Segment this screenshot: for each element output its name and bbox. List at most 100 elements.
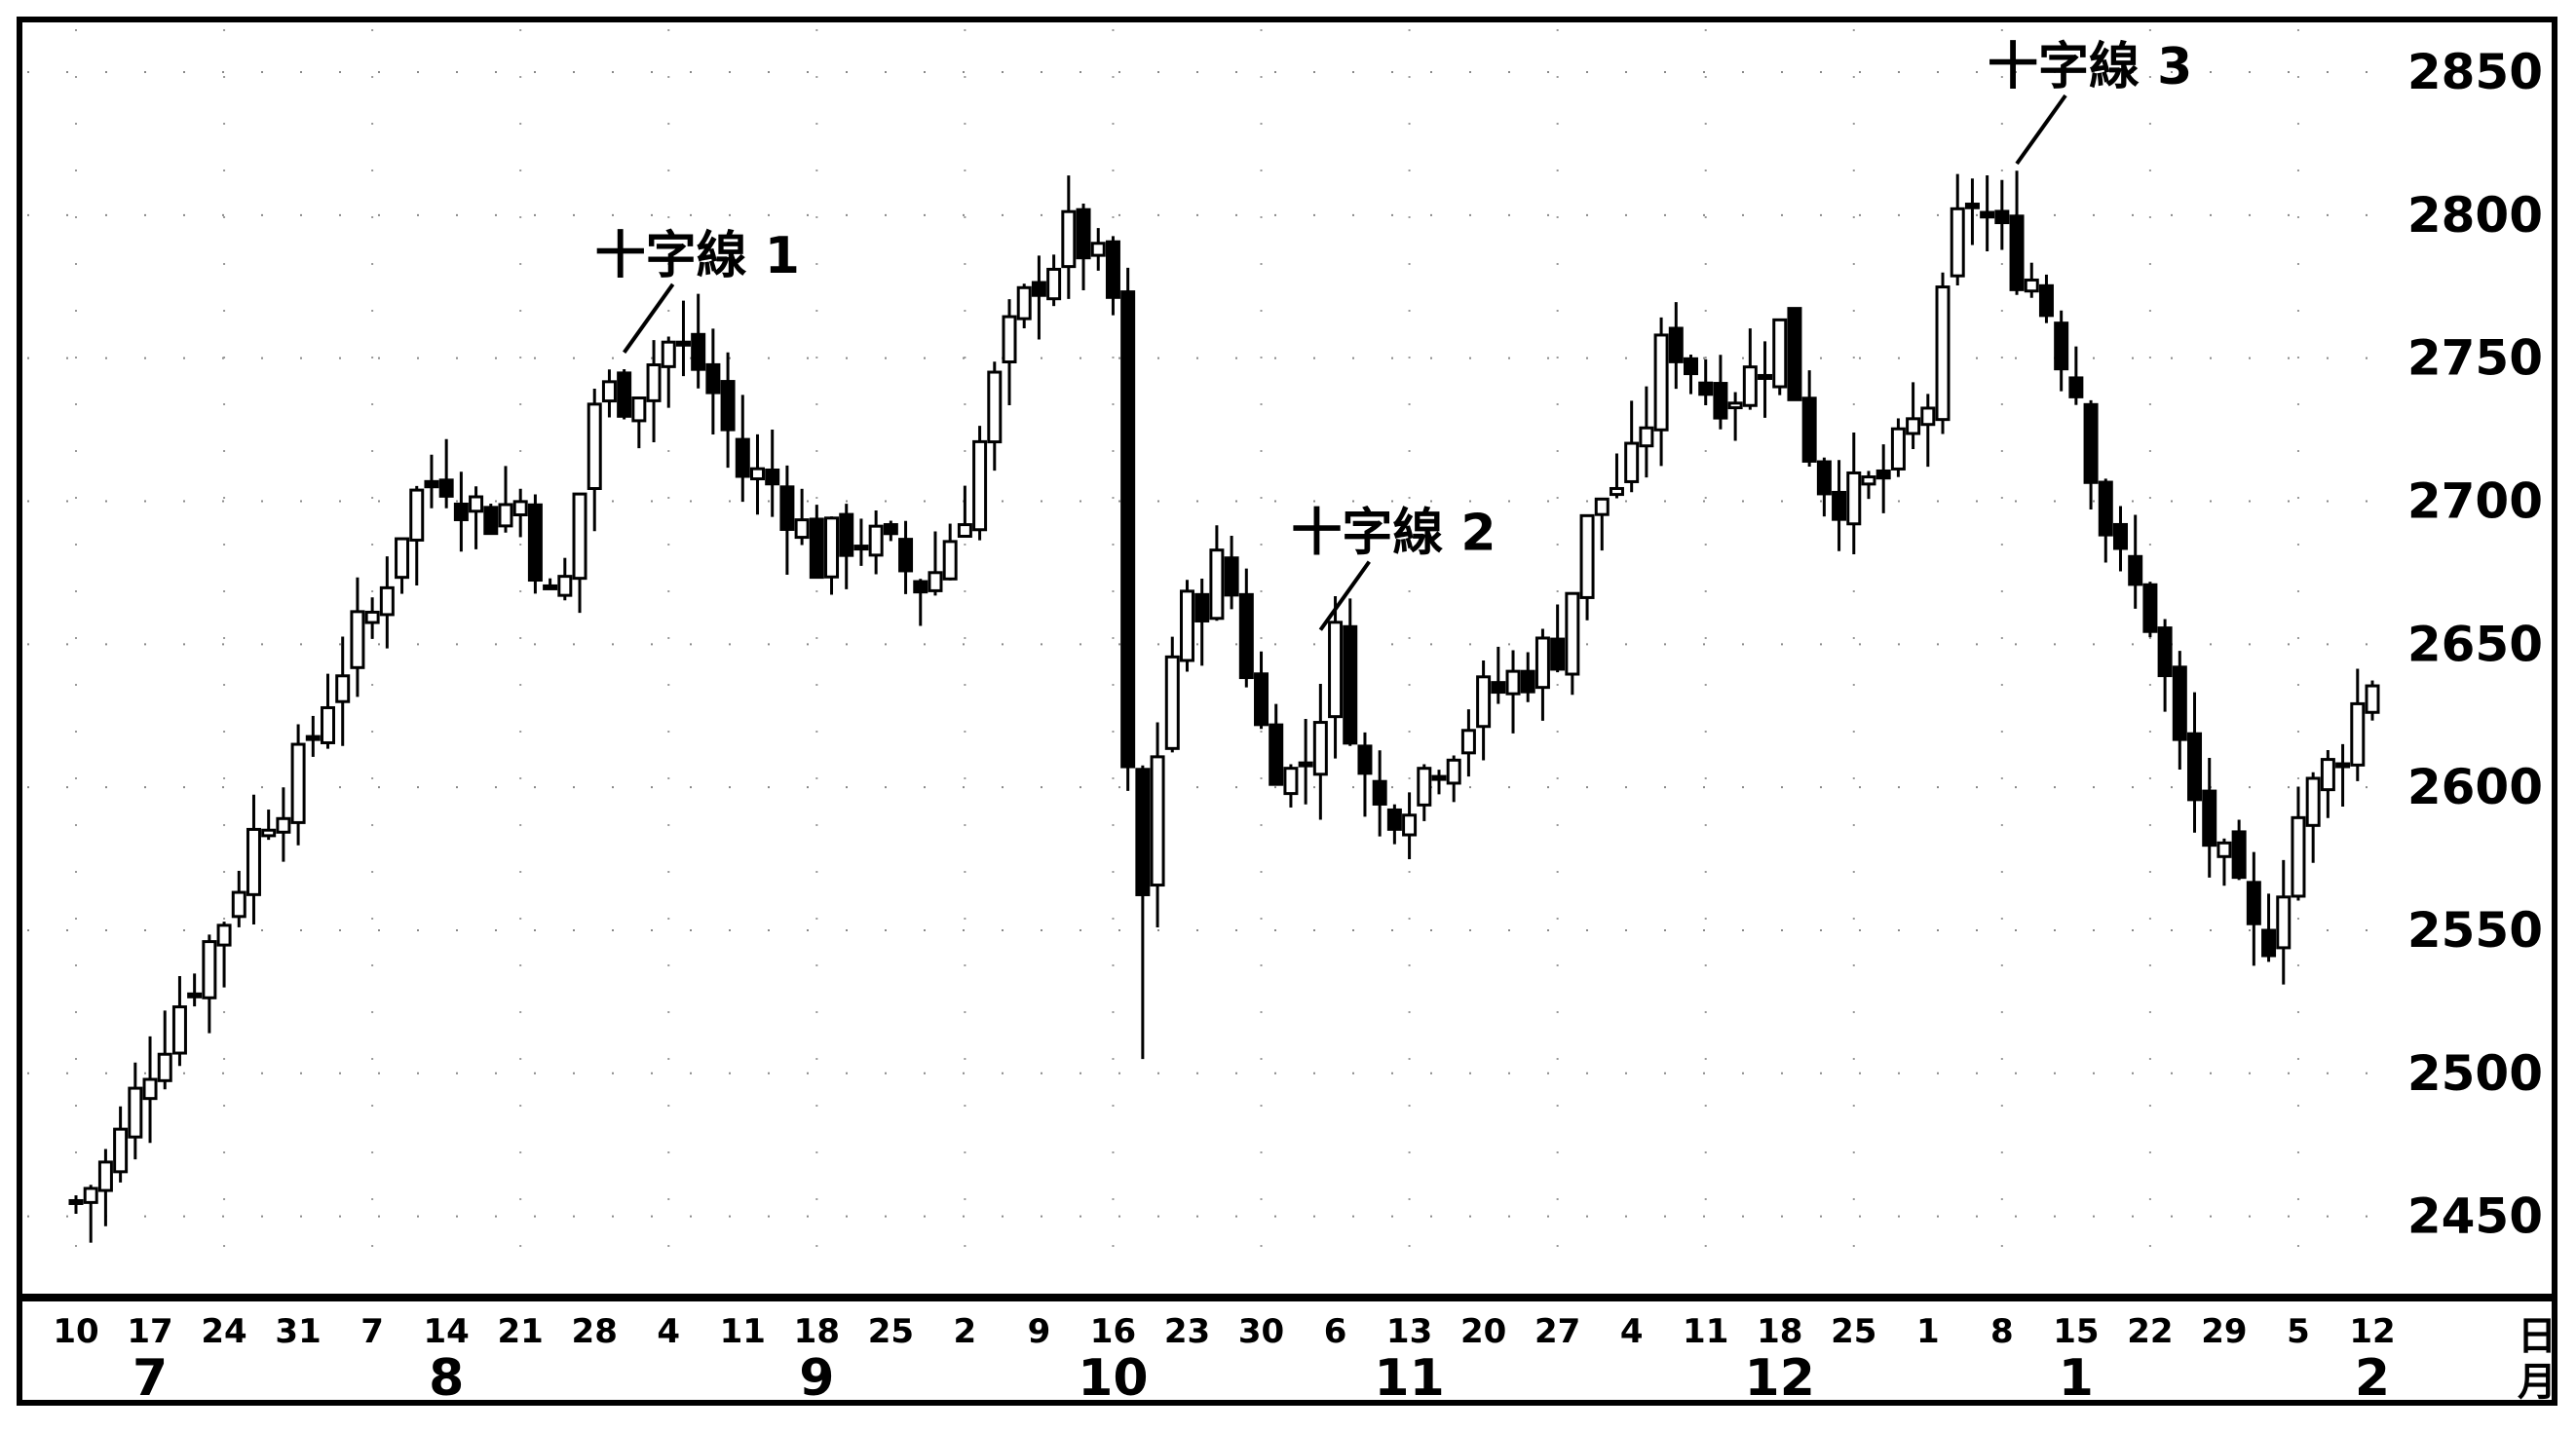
candle [1120, 267, 1136, 791]
y-tick-label: 2750 [2407, 330, 2543, 387]
candle-body [1402, 813, 1418, 837]
candle [1920, 394, 1936, 468]
candle [987, 361, 1003, 471]
candle-body [779, 485, 795, 531]
candle-body [1224, 556, 1239, 597]
candle-body [1639, 426, 1654, 448]
candle-body [1135, 768, 1151, 896]
candle-body [824, 516, 840, 579]
candle [1520, 652, 1535, 702]
candle [839, 504, 854, 589]
candle [68, 1195, 84, 1214]
candle [1357, 732, 1373, 817]
candle-body [1491, 681, 1506, 695]
candle-body [1935, 285, 1951, 422]
candle [2305, 772, 2321, 863]
x-unit-month-label: 月 [2518, 1360, 2557, 1405]
candle-body [1372, 779, 1387, 806]
candle [705, 328, 721, 435]
month-tick-label: 9 [799, 1349, 834, 1408]
candle [957, 485, 972, 539]
candle-body [1713, 382, 1728, 420]
candle-body [1269, 723, 1284, 786]
candle-body [898, 538, 914, 573]
annotations: 十字線 1 十字線 2 十字線 3 [595, 38, 2192, 631]
candle-body [972, 439, 988, 532]
candle-body [1684, 357, 1699, 376]
candle [1816, 457, 1832, 517]
candle [2024, 262, 2039, 298]
candle [2291, 786, 2306, 901]
candle-body [913, 580, 928, 594]
candle [2187, 692, 2203, 833]
candle [928, 531, 943, 596]
candle [853, 518, 869, 566]
candle-body [2054, 321, 2069, 371]
candle [1417, 764, 1432, 821]
candle [231, 870, 246, 927]
x-axis-ticks: 10 17 24 31 7 14 21 28 4 11 18 25 2 9 16 23 30 6 13 20 27 4 11… [53, 1312, 2395, 1408]
candle-body [1076, 207, 1091, 260]
candle [898, 520, 914, 594]
candle [1386, 804, 1402, 845]
candle [631, 396, 647, 449]
candle [276, 787, 291, 862]
candle-body [1002, 315, 1017, 364]
candle [765, 430, 780, 517]
candle-body [2142, 583, 2158, 633]
candle [2365, 680, 2380, 721]
grid-dots [27, 29, 2392, 1288]
candle-body [1653, 333, 1669, 432]
candle [1801, 370, 1817, 468]
candle-body [1061, 209, 1077, 269]
candle-body [1105, 240, 1120, 299]
candle [321, 673, 336, 749]
candle-body [395, 537, 410, 580]
candle-body [1609, 486, 1624, 497]
day-tick-label: 6 [1324, 1312, 1347, 1351]
day-tick-label: 4 [657, 1312, 680, 1351]
candle [1016, 283, 1032, 329]
candle [1964, 178, 1980, 245]
candle-body [839, 512, 854, 557]
candle [438, 438, 454, 509]
candle-body [202, 940, 217, 999]
candle [527, 494, 543, 594]
day-tick-label: 9 [1028, 1312, 1051, 1351]
candle [97, 1149, 113, 1226]
day-tick-label: 20 [1460, 1312, 1506, 1351]
candle-body [364, 610, 380, 624]
candle-body [661, 340, 676, 368]
candle-body [1209, 548, 1225, 621]
candle-body [113, 1127, 129, 1174]
candle [1283, 764, 1299, 808]
candle-body [276, 816, 291, 834]
candle-body [1283, 767, 1299, 796]
candle-body [1980, 210, 1995, 219]
candle [1505, 650, 1521, 734]
candle-body [1920, 406, 1936, 427]
candle-body [2187, 732, 2203, 802]
plot-frame [17, 17, 2557, 1406]
candle [1579, 513, 1595, 621]
candle-body [1550, 637, 1566, 671]
candle-body [853, 545, 869, 551]
day-tick-label: 13 [1386, 1312, 1432, 1351]
candle [171, 976, 187, 1067]
day-tick-label: 17 [127, 1312, 172, 1351]
y-axis-ticks: 2850 2800 2750 2700 2650 2600 2550 2500 2450 [2407, 44, 2543, 1245]
candle-body [765, 468, 780, 486]
candle [1668, 302, 1684, 390]
candle [2098, 478, 2113, 563]
candle [1684, 355, 1699, 395]
x-unit-day-label: 日 [2518, 1314, 2557, 1359]
candle-body [2335, 762, 2351, 769]
candle-body [171, 1005, 187, 1055]
candle-body [379, 585, 395, 617]
candle-body [2365, 684, 2380, 714]
candle [1698, 358, 1714, 405]
month-tick-label: 7 [133, 1349, 168, 1408]
candle [2054, 310, 2069, 392]
candle [335, 636, 351, 746]
candle [1875, 444, 1891, 513]
